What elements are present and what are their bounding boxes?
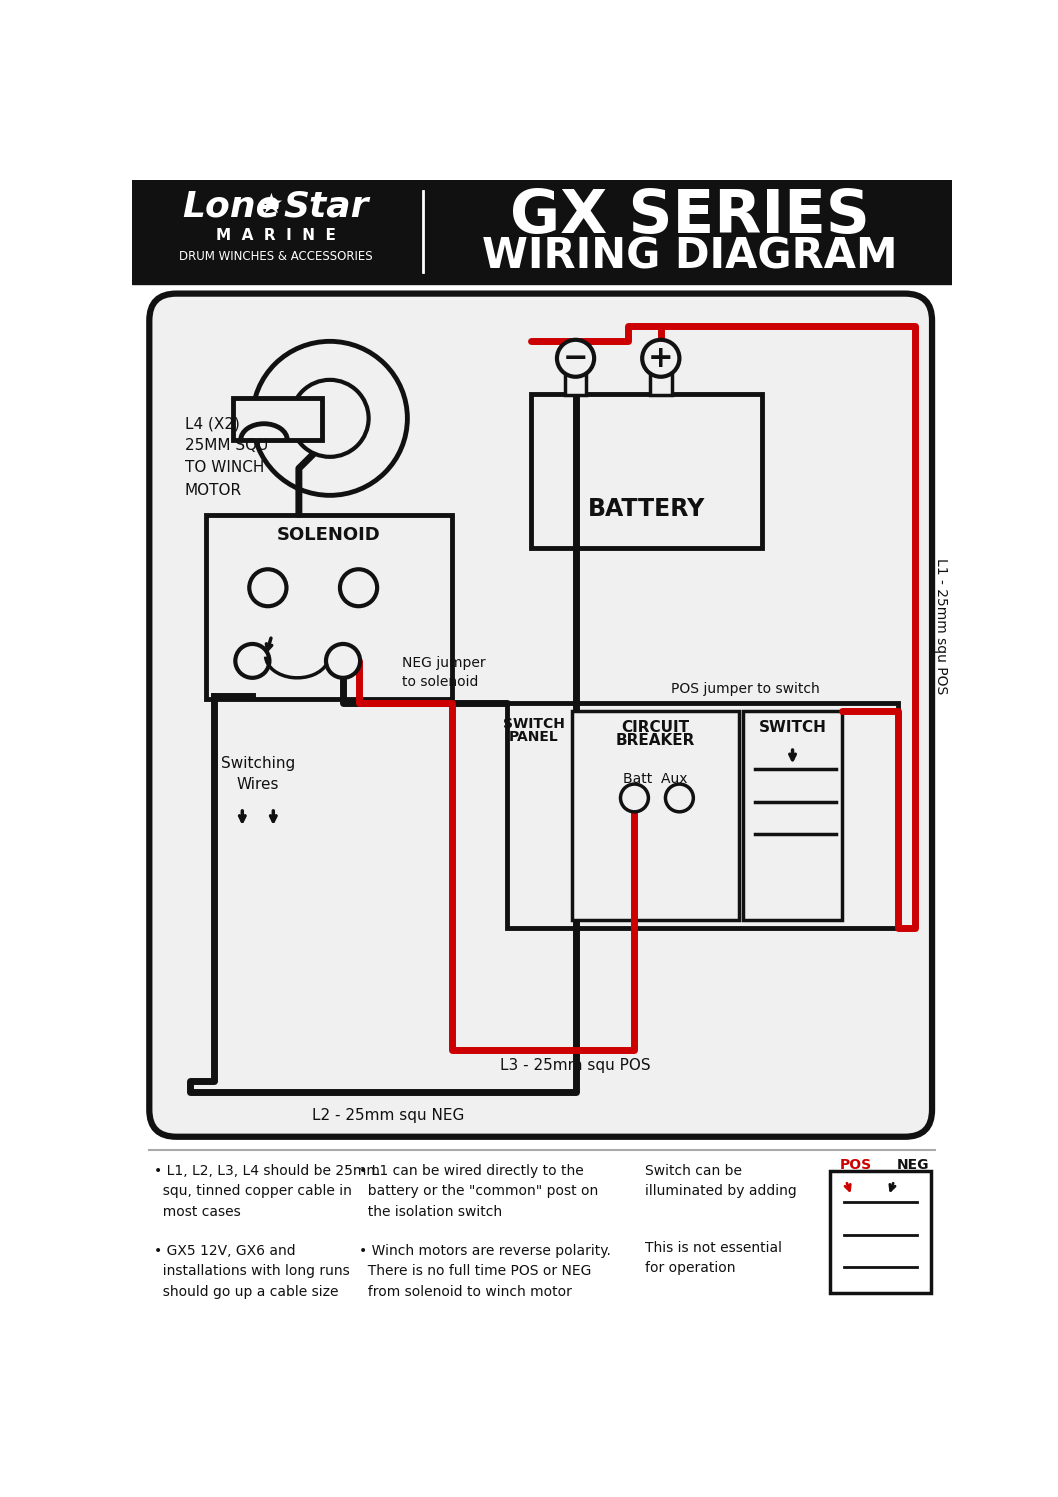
Circle shape — [326, 644, 360, 678]
Text: Switching
Wires: Switching Wires — [221, 756, 295, 792]
Text: L1 - 25mm squ POS: L1 - 25mm squ POS — [933, 558, 948, 695]
Bar — [565, 373, 586, 395]
Text: CIRCUIT: CIRCUIT — [621, 720, 690, 735]
Text: −: − — [563, 344, 588, 373]
Text: L4 (X2)
25MM SQU
TO WINCH
MOTOR: L4 (X2) 25MM SQU TO WINCH MOTOR — [185, 416, 269, 497]
Text: SWITCH: SWITCH — [503, 717, 565, 731]
Text: This is not essential
for operation: This is not essential for operation — [645, 1241, 782, 1275]
Circle shape — [235, 644, 270, 678]
Text: L2 - 25mm squ NEG: L2 - 25mm squ NEG — [312, 1108, 464, 1123]
Bar — [650, 373, 672, 395]
Text: • L1, L2, L3, L4 should be 25mm
  squ, tinned copper cable in
  most cases: • L1, L2, L3, L4 should be 25mm squ, tin… — [154, 1163, 380, 1219]
Text: M  A  R  I  N  E: M A R I N E — [216, 228, 335, 243]
Bar — [743, 711, 842, 921]
Bar — [206, 515, 453, 699]
Circle shape — [340, 569, 377, 606]
Text: ★: ★ — [258, 192, 282, 219]
Text: • L1 can be wired directly to the
  battery or the "common" post on
  the isolat: • L1 can be wired directly to the batter… — [360, 1163, 599, 1219]
Text: Batt  Aux: Batt Aux — [623, 771, 688, 786]
Text: DRUM WINCHES & ACCESSORIES: DRUM WINCHES & ACCESSORIES — [179, 250, 372, 263]
Circle shape — [557, 340, 595, 377]
Text: • GX5 12V, GX6 and
  installations with long runs
  should go up a cable size: • GX5 12V, GX6 and installations with lo… — [154, 1244, 350, 1299]
Circle shape — [642, 340, 679, 377]
Bar — [132, 180, 952, 283]
Bar — [507, 704, 898, 928]
Bar — [132, 1147, 952, 1332]
Text: BATTERY: BATTERY — [588, 497, 706, 521]
Text: POS: POS — [840, 1157, 872, 1172]
Text: L3 - 25mm squ POS: L3 - 25mm squ POS — [500, 1058, 651, 1073]
Text: POS jumper to switch: POS jumper to switch — [671, 683, 820, 696]
Text: NEG jumper
to solenoid: NEG jumper to solenoid — [402, 656, 486, 689]
Text: SOLENOID: SOLENOID — [277, 527, 381, 545]
Circle shape — [253, 341, 407, 496]
Circle shape — [620, 784, 649, 811]
Text: SWITCH: SWITCH — [759, 720, 826, 735]
Circle shape — [291, 380, 368, 457]
Text: BREAKER: BREAKER — [616, 734, 695, 748]
Text: Lone: Lone — [183, 190, 280, 223]
Text: Star: Star — [284, 190, 369, 223]
Bar — [233, 398, 322, 440]
Bar — [829, 1171, 930, 1293]
Text: GX SERIES: GX SERIES — [510, 187, 870, 246]
Bar — [531, 394, 763, 548]
Text: +: + — [647, 344, 674, 373]
Text: PANEL: PANEL — [509, 731, 559, 744]
Text: WIRING DIAGRAM: WIRING DIAGRAM — [482, 235, 898, 277]
Circle shape — [250, 569, 287, 606]
Text: Switch can be
illuminated by adding: Switch can be illuminated by adding — [645, 1163, 797, 1198]
FancyBboxPatch shape — [149, 293, 932, 1136]
Circle shape — [665, 784, 693, 811]
Text: NEG: NEG — [897, 1157, 930, 1172]
Bar — [572, 711, 740, 921]
Text: • Winch motors are reverse polarity.
  There is no full time POS or NEG
  from s: • Winch motors are reverse polarity. The… — [360, 1244, 612, 1299]
